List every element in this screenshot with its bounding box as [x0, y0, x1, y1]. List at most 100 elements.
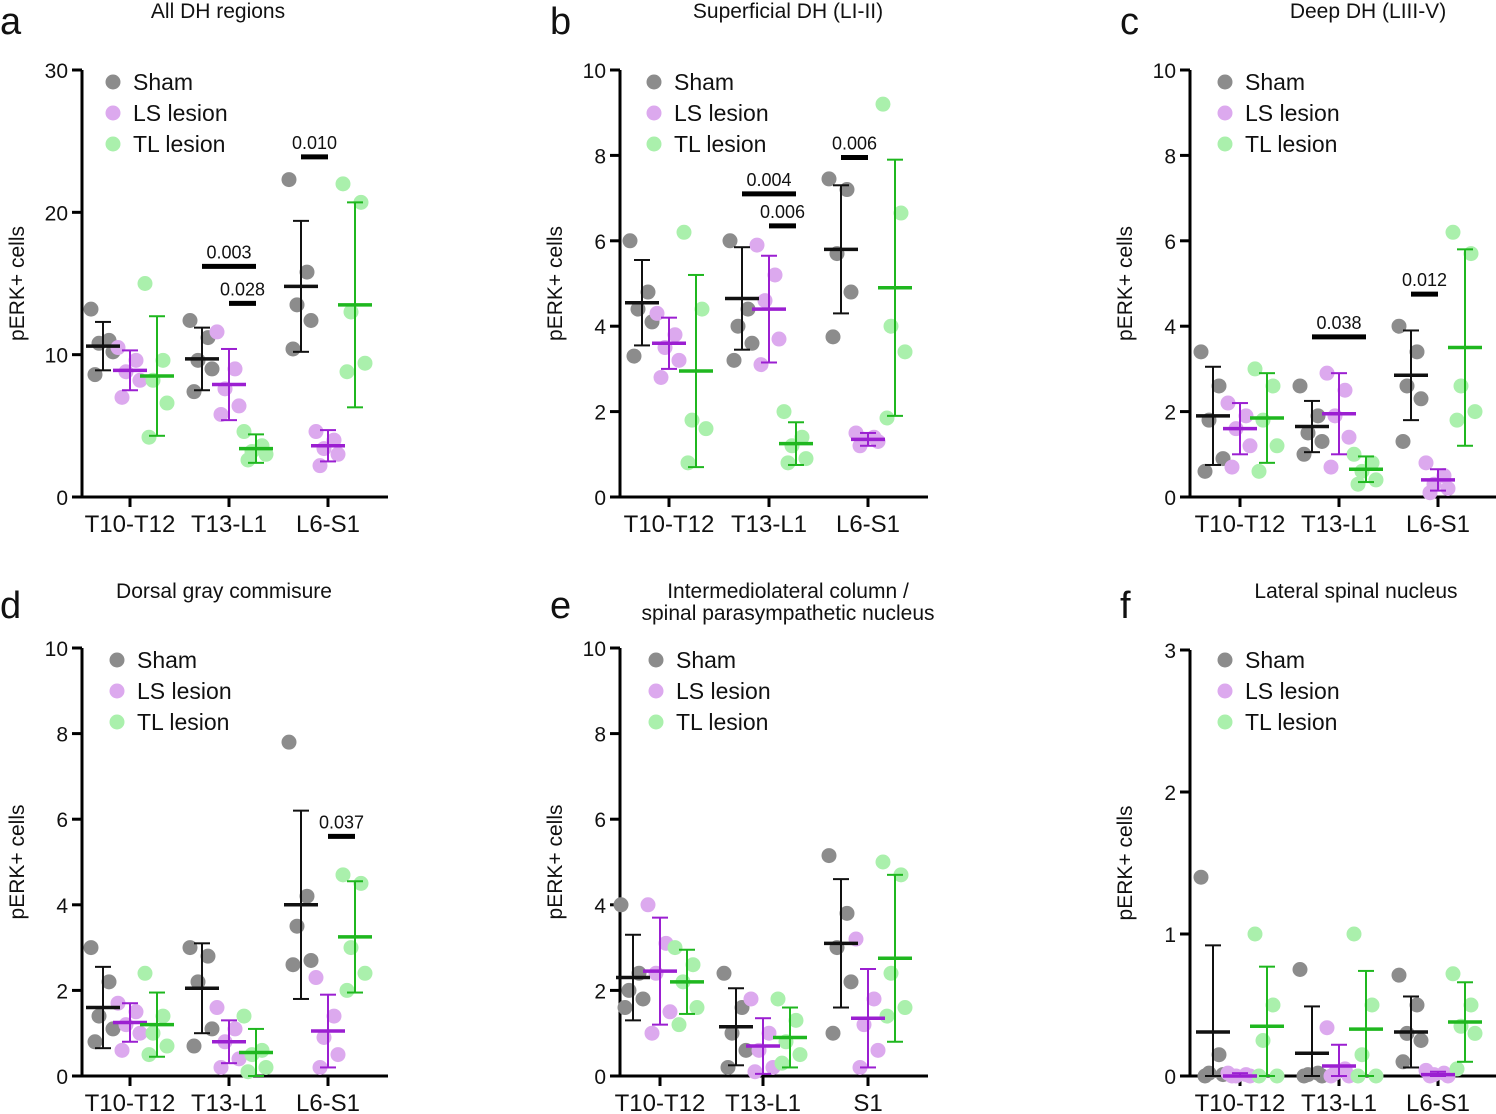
data-point-sham [1197, 463, 1213, 479]
data-point-tl [137, 276, 153, 291]
y-tick-label: 2 [594, 402, 606, 425]
data-point-tl [1354, 463, 1370, 479]
data-point-tl [770, 991, 786, 1007]
data-point-sham [825, 1025, 841, 1041]
data-point-ls [231, 398, 247, 414]
data-point-tl [897, 344, 913, 360]
data-point-sham [289, 297, 305, 313]
data-point-sham [105, 1021, 121, 1037]
data-point-tl [258, 446, 274, 462]
data-point-tl [335, 867, 351, 883]
legend-label-tl: TL lesion [674, 131, 766, 157]
data-point-tl [897, 1000, 913, 1016]
data-point-tl [875, 96, 891, 112]
data-point-ls [671, 352, 687, 368]
data-point-tl [353, 875, 369, 891]
y-axis-label: pERK+ cells [544, 805, 567, 920]
y-tick-label: 0 [1164, 487, 1176, 510]
data-point-sham [825, 329, 841, 345]
data-point-ls [667, 327, 683, 343]
data-point-tl [879, 410, 895, 426]
y-tick-label: 4 [594, 895, 606, 918]
data-point-tl [676, 224, 692, 240]
p-value-label: 0.006 [832, 134, 877, 154]
y-axis-label: pERK+ cells [544, 226, 567, 341]
data-point-tl [145, 1025, 161, 1041]
data-point-tl [667, 940, 683, 956]
legend-marker-ls [109, 683, 125, 699]
data-point-tl [1346, 446, 1362, 462]
data-point-ls [767, 267, 783, 283]
data-point-sham [1413, 1033, 1429, 1048]
data-point-ls [330, 1047, 346, 1063]
legend-label-ls: LS lesion [137, 678, 232, 704]
legend-label-sham: Sham [137, 647, 197, 673]
data-point-sham [83, 301, 99, 317]
p-value-label: 0.012 [1402, 270, 1447, 290]
data-point-sham [299, 264, 315, 280]
p-value-label: 0.006 [760, 202, 805, 222]
data-point-sham [1399, 378, 1415, 394]
data-point-ls [326, 432, 342, 448]
legend-label-tl: TL lesion [1245, 131, 1337, 157]
p-value-label: 0.037 [319, 812, 364, 832]
data-point-sham [1391, 967, 1407, 983]
data-point-sham [726, 352, 742, 368]
data-point-tl [1350, 476, 1366, 492]
data-point-ls [1323, 459, 1339, 475]
data-point-sham [101, 974, 117, 990]
data-point-sham [87, 1034, 103, 1050]
data-point-tl [875, 854, 891, 870]
data-point-ls [209, 324, 225, 340]
x-tick-label: T13-L1 [725, 1090, 801, 1114]
x-tick-label: T10-T12 [85, 511, 176, 538]
legend-label-ls: LS lesion [133, 100, 228, 126]
data-point-sham [613, 897, 629, 913]
data-point-tl [792, 1047, 808, 1063]
legend-label-sham: Sham [133, 69, 193, 95]
legend-marker-tl [1217, 136, 1233, 152]
legend-marker-sham [648, 652, 664, 668]
data-point-tl [236, 1008, 252, 1024]
legend-marker-ls [648, 683, 664, 699]
data-point-sham [303, 952, 319, 968]
legend-label-ls: LS lesion [1245, 100, 1340, 126]
data-point-tl [258, 1059, 274, 1075]
data-point-ls [749, 237, 765, 253]
data-point-tl [1453, 378, 1469, 394]
data-point-tl [698, 421, 714, 437]
data-point-tl [141, 1047, 157, 1063]
data-point-tl [1368, 472, 1384, 488]
data-point-sham [1296, 446, 1312, 462]
data-point-tl [141, 429, 157, 445]
data-point-ls [1422, 485, 1438, 501]
data-point-sham [716, 965, 732, 981]
panel-letter: a [0, 1, 22, 43]
data-point-tl [788, 1012, 804, 1028]
legend-marker-ls [646, 105, 662, 121]
data-point-tl [684, 412, 700, 428]
y-tick-label: 2 [1164, 782, 1176, 805]
data-point-tl [1255, 1033, 1271, 1048]
legend-marker-sham [1217, 74, 1233, 90]
x-tick-label: T13-L1 [1301, 1090, 1377, 1114]
x-tick-label: L6-S1 [296, 511, 360, 538]
p-value-label: 0.003 [206, 242, 251, 262]
data-point-sham [186, 384, 202, 400]
chart-panel-c: c Deep DH (LIII-V) 0 2 4 6 8 10 pERK+ cells T10-T… [1114, 0, 1496, 538]
y-tick-label: 0 [594, 487, 606, 510]
legend-marker-ls [105, 105, 121, 121]
legend-label-sham: Sham [1245, 69, 1305, 95]
data-point-tl [339, 982, 355, 998]
data-point-sham [281, 734, 297, 750]
data-point-sham [1193, 869, 1209, 885]
data-point-ls [1418, 455, 1434, 471]
data-point-sham [744, 335, 760, 351]
data-point-ls [132, 1025, 148, 1041]
chart-panel-d: d Dorsal gray commisure 0 2 4 6 8 10 pERK+ cells… [0, 580, 388, 1114]
y-tick-label: 4 [1164, 316, 1176, 339]
data-point-ls [114, 389, 130, 405]
p-value-label: 0.010 [292, 133, 337, 153]
data-point-tl [784, 438, 800, 454]
